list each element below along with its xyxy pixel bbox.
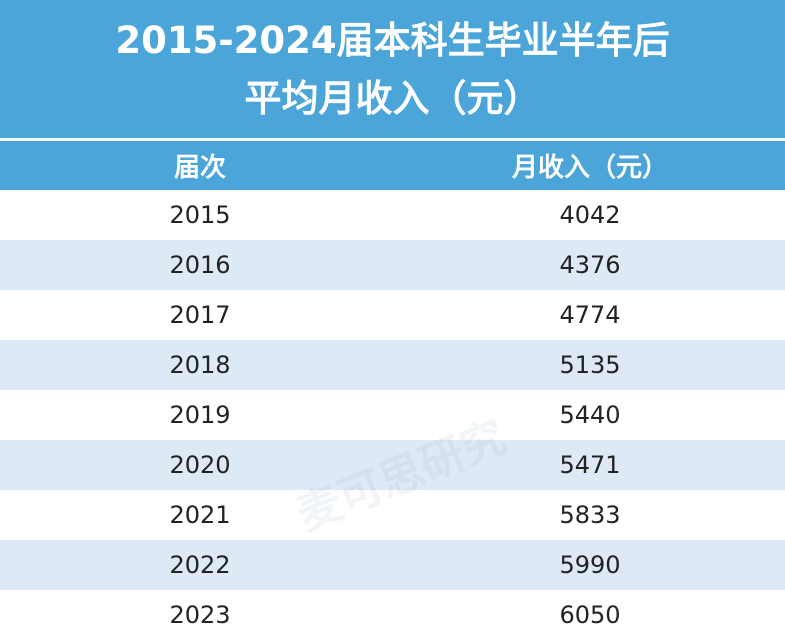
table-row: 2022 5990 bbox=[0, 540, 785, 590]
year-cell: 2017 bbox=[169, 301, 231, 329]
year-cell: 2019 bbox=[169, 401, 231, 429]
table-row: 2019 5440 bbox=[0, 390, 785, 440]
table-row: 2023 6050 bbox=[0, 590, 785, 640]
year-cell: 2023 bbox=[169, 601, 231, 629]
year-cell: 2016 bbox=[169, 251, 231, 279]
table-row: 2020 5471 bbox=[0, 440, 785, 490]
income-cell: 5990 bbox=[559, 551, 621, 579]
year-cell: 2022 bbox=[169, 551, 231, 579]
income-cell: 5440 bbox=[559, 401, 621, 429]
table-row: 2016 4376 bbox=[0, 240, 785, 290]
table-row: 2017 4774 bbox=[0, 290, 785, 340]
income-cell: 5135 bbox=[559, 351, 621, 379]
income-cell: 4774 bbox=[559, 301, 621, 329]
income-cell: 5471 bbox=[559, 451, 621, 479]
income-cell: 5833 bbox=[559, 501, 621, 529]
year-cell: 2021 bbox=[169, 501, 231, 529]
income-cell: 6050 bbox=[559, 601, 621, 629]
title-line: 平均月收入（元） bbox=[244, 77, 541, 120]
income-cell: 4042 bbox=[559, 201, 621, 229]
column-header: 月收入（元） bbox=[511, 153, 668, 183]
year-cell: 2018 bbox=[169, 351, 231, 379]
year-cell: 2015 bbox=[169, 201, 231, 229]
title-line: 2015-2024届本科生毕业半年后 bbox=[115, 19, 670, 62]
table-row: 2015 4042 bbox=[0, 190, 785, 240]
column-header: 届次 bbox=[173, 153, 226, 183]
year-cell: 2020 bbox=[169, 451, 231, 479]
table-header: 届次 月收入（元） bbox=[0, 141, 785, 190]
table-row: 2018 5135 bbox=[0, 340, 785, 390]
title-banner: 2015-2024届本科生毕业半年后 平均月收入（元） bbox=[0, 0, 785, 138]
income-cell: 4376 bbox=[559, 251, 621, 279]
table-row: 2021 5833 bbox=[0, 490, 785, 540]
